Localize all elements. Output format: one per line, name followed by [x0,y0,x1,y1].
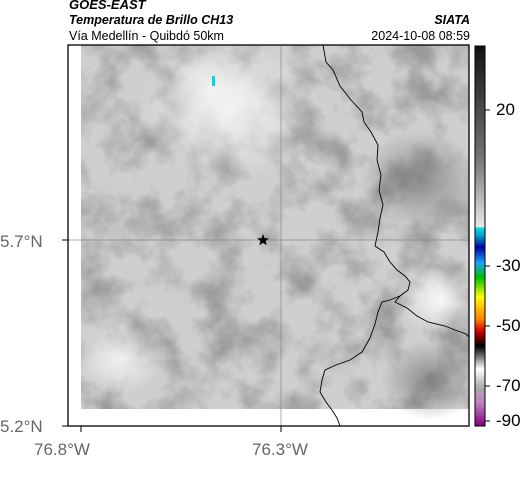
star-icon [257,234,269,246]
x-tick-label-76-3w: 76.3°W [252,440,308,459]
colorbar-scale [474,45,486,427]
product-title: Temperatura de Brillo CH13 [69,13,234,27]
region-subtitle: Vía Medellín - Quibdó 50km [69,29,224,43]
colorbar-tick-minus30: -30 [496,256,521,275]
graticule [68,45,469,426]
colorbar [474,45,490,427]
organization-label: SIATA [434,13,470,27]
cold-cloud-spot [212,76,215,86]
y-tick-label-5-2n: 5.2°N [0,417,43,436]
colorbar-tick-minus90: -90 [496,411,521,430]
y-tick-label-5-7n: 5.7°N [0,232,43,251]
brightness-temperature-field [68,45,469,426]
x-tick-label-76-8w: 76.8°W [34,440,90,459]
colorbar-tick-minus70: -70 [496,376,521,395]
colorbar-tick-minus50: -50 [496,316,521,335]
department-boundary [319,44,470,427]
datetime-label: 2024-10-08 08:59 [371,29,470,43]
map-frame [67,44,470,427]
colorbar-tick-20: 20 [496,100,515,119]
satellite-title: GOES-EAST [69,0,146,12]
axis-ticks [62,239,282,432]
